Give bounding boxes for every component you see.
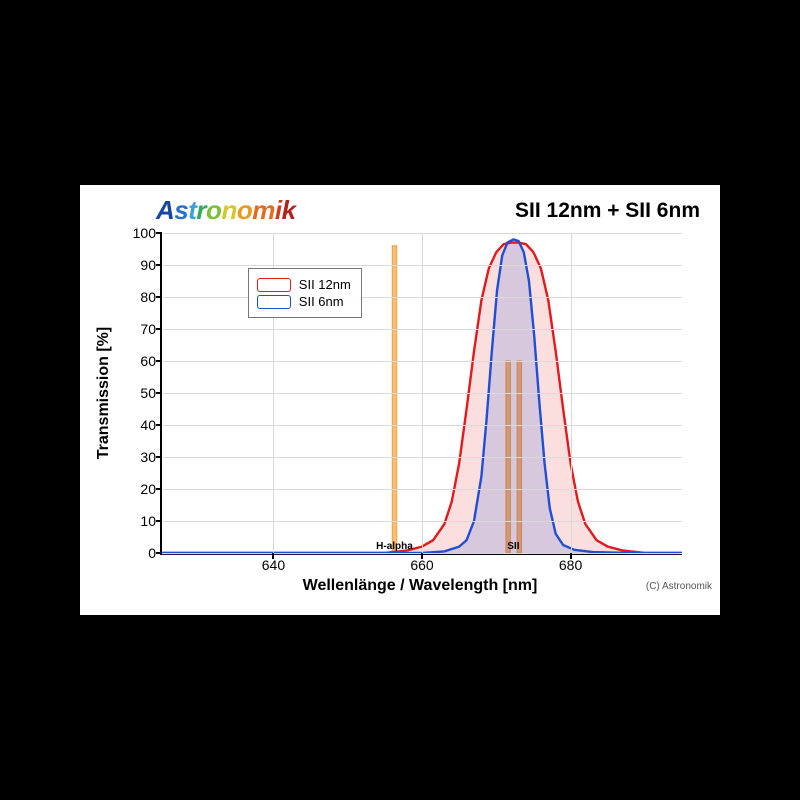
- emission-label: SII: [507, 541, 519, 552]
- ytick-label: 100: [133, 225, 156, 241]
- plot-area: 0102030405060708090100640660680H-alphaSI…: [160, 233, 682, 555]
- legend-item: SII 6nm: [257, 294, 351, 309]
- y-axis-label: Transmission [%]: [95, 327, 113, 459]
- legend-swatch: [257, 278, 291, 292]
- xtick-label: 660: [410, 557, 433, 573]
- ytick-label: 10: [140, 513, 156, 529]
- brand-logo: Astronomik: [156, 195, 296, 226]
- ytick-label: 70: [140, 321, 156, 337]
- emission-line: [392, 246, 396, 553]
- ytick-label: 60: [140, 353, 156, 369]
- ytick-label: 90: [140, 257, 156, 273]
- ytick-label: 80: [140, 289, 156, 305]
- legend-swatch: [257, 295, 291, 309]
- ytick-label: 20: [140, 481, 156, 497]
- legend-label: SII 12nm: [299, 277, 351, 292]
- legend: SII 12nm SII 6nm: [248, 268, 362, 318]
- ytick-label: 0: [148, 545, 156, 561]
- xtick-label: 640: [262, 557, 285, 573]
- gridline-v: [422, 233, 423, 553]
- ytick-label: 30: [140, 449, 156, 465]
- ytick-label: 50: [140, 385, 156, 401]
- chart-title: SII 12nm + SII 6nm: [515, 199, 700, 223]
- chart-frame: Astronomik SII 12nm + SII 6nm Transmissi…: [80, 185, 720, 615]
- x-axis-label: Wellenlänge / Wavelength [nm]: [160, 577, 680, 595]
- legend-item: SII 12nm: [257, 277, 351, 292]
- gridline-v: [571, 233, 572, 553]
- xtick-label: 680: [559, 557, 582, 573]
- emission-label: H-alpha: [376, 541, 413, 552]
- ytick-label: 40: [140, 417, 156, 433]
- copyright-text: (C) Astronomik: [646, 581, 712, 592]
- legend-label: SII 6nm: [299, 294, 344, 309]
